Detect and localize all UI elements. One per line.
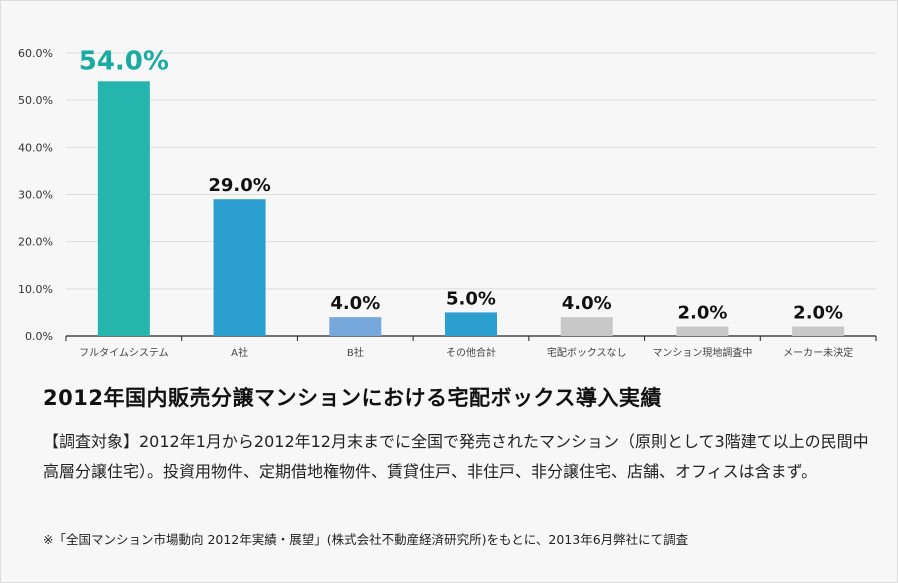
data-label: 4.0% — [330, 293, 380, 314]
x-category-label: メーカー未決定 — [783, 346, 853, 359]
data-label: 2.0% — [677, 303, 727, 324]
bar-chart: 0.0% 10.0% 20.0% 30.0% 40.0% 50.0% 60.0% 54.0% フ… — [18, 46, 877, 359]
y-tick-label: 10.0% — [18, 283, 53, 296]
bar — [676, 326, 729, 336]
y-tick-label: 0.0% — [25, 330, 53, 343]
bar — [445, 312, 497, 336]
y-tick-label: 30.0% — [18, 189, 53, 202]
bar — [792, 326, 845, 336]
data-label: 5.0% — [446, 288, 496, 309]
y-tick-label: 40.0% — [18, 141, 53, 154]
data-label: 54.0% — [79, 46, 169, 76]
y-tick-label: 60.0% — [18, 47, 53, 60]
bar — [560, 317, 613, 336]
data-label: 29.0% — [208, 175, 270, 196]
bar — [213, 199, 266, 336]
chart-title: 2012年国内販売分譲マンションにおける宅配ボックス導入実績 — [43, 386, 662, 410]
x-category-label: 宅配ボックスなし — [547, 346, 627, 359]
y-tick-label: 50.0% — [18, 94, 53, 107]
x-category-label: B社 — [347, 346, 364, 359]
bar — [97, 81, 150, 336]
data-label: 4.0% — [562, 293, 612, 314]
x-category-label: フルタイムシステム — [79, 347, 169, 359]
bar — [329, 317, 382, 336]
x-category-label: マンション現地調査中 — [652, 346, 752, 359]
survey-description: 【調査対象】2012年1月から2012年12月末までに全国で発売されたマンション… — [43, 432, 869, 481]
data-label: 2.0% — [793, 303, 843, 324]
x-category-label: その他合計 — [446, 346, 496, 359]
source-note: ※「全国マンション市場動向 2012年実績・展望」(株式会社不動産経済研究所)を… — [43, 532, 689, 547]
x-category-label: A社 — [231, 346, 248, 359]
y-tick-label: 20.0% — [18, 236, 53, 249]
